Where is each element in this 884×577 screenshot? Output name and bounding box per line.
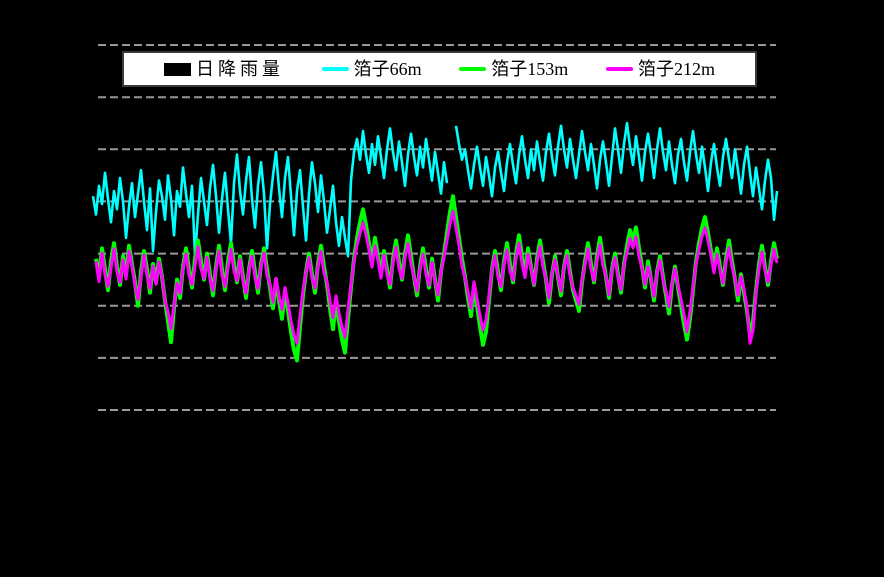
series-line-箔子66m xyxy=(91,127,449,258)
legend: 日降雨量 箔子66m 箔子153m 箔子212m xyxy=(122,51,757,87)
legend-item-212m: 箔子212m xyxy=(605,59,715,79)
legend-label-212m: 箔子212m xyxy=(637,59,715,79)
series-line-箔子212m xyxy=(94,209,779,345)
legend-item-153m: 箔子153m xyxy=(459,60,568,78)
line-swatch-153m xyxy=(459,67,487,71)
line-swatch-66m xyxy=(321,67,349,71)
legend-label-66m: 箔子66m xyxy=(353,59,422,79)
line-swatch-212m xyxy=(605,67,633,71)
rainfall-bar-swatch xyxy=(164,62,191,76)
series-line-箔子66m xyxy=(454,121,779,221)
legend-item-daily-rainfall: 日降雨量 xyxy=(164,60,284,78)
legend-item-66m: 箔子66m xyxy=(321,59,422,79)
legend-label-153m: 箔子153m xyxy=(491,59,569,79)
legend-label-daily-rainfall: 日降雨量 xyxy=(196,59,284,79)
